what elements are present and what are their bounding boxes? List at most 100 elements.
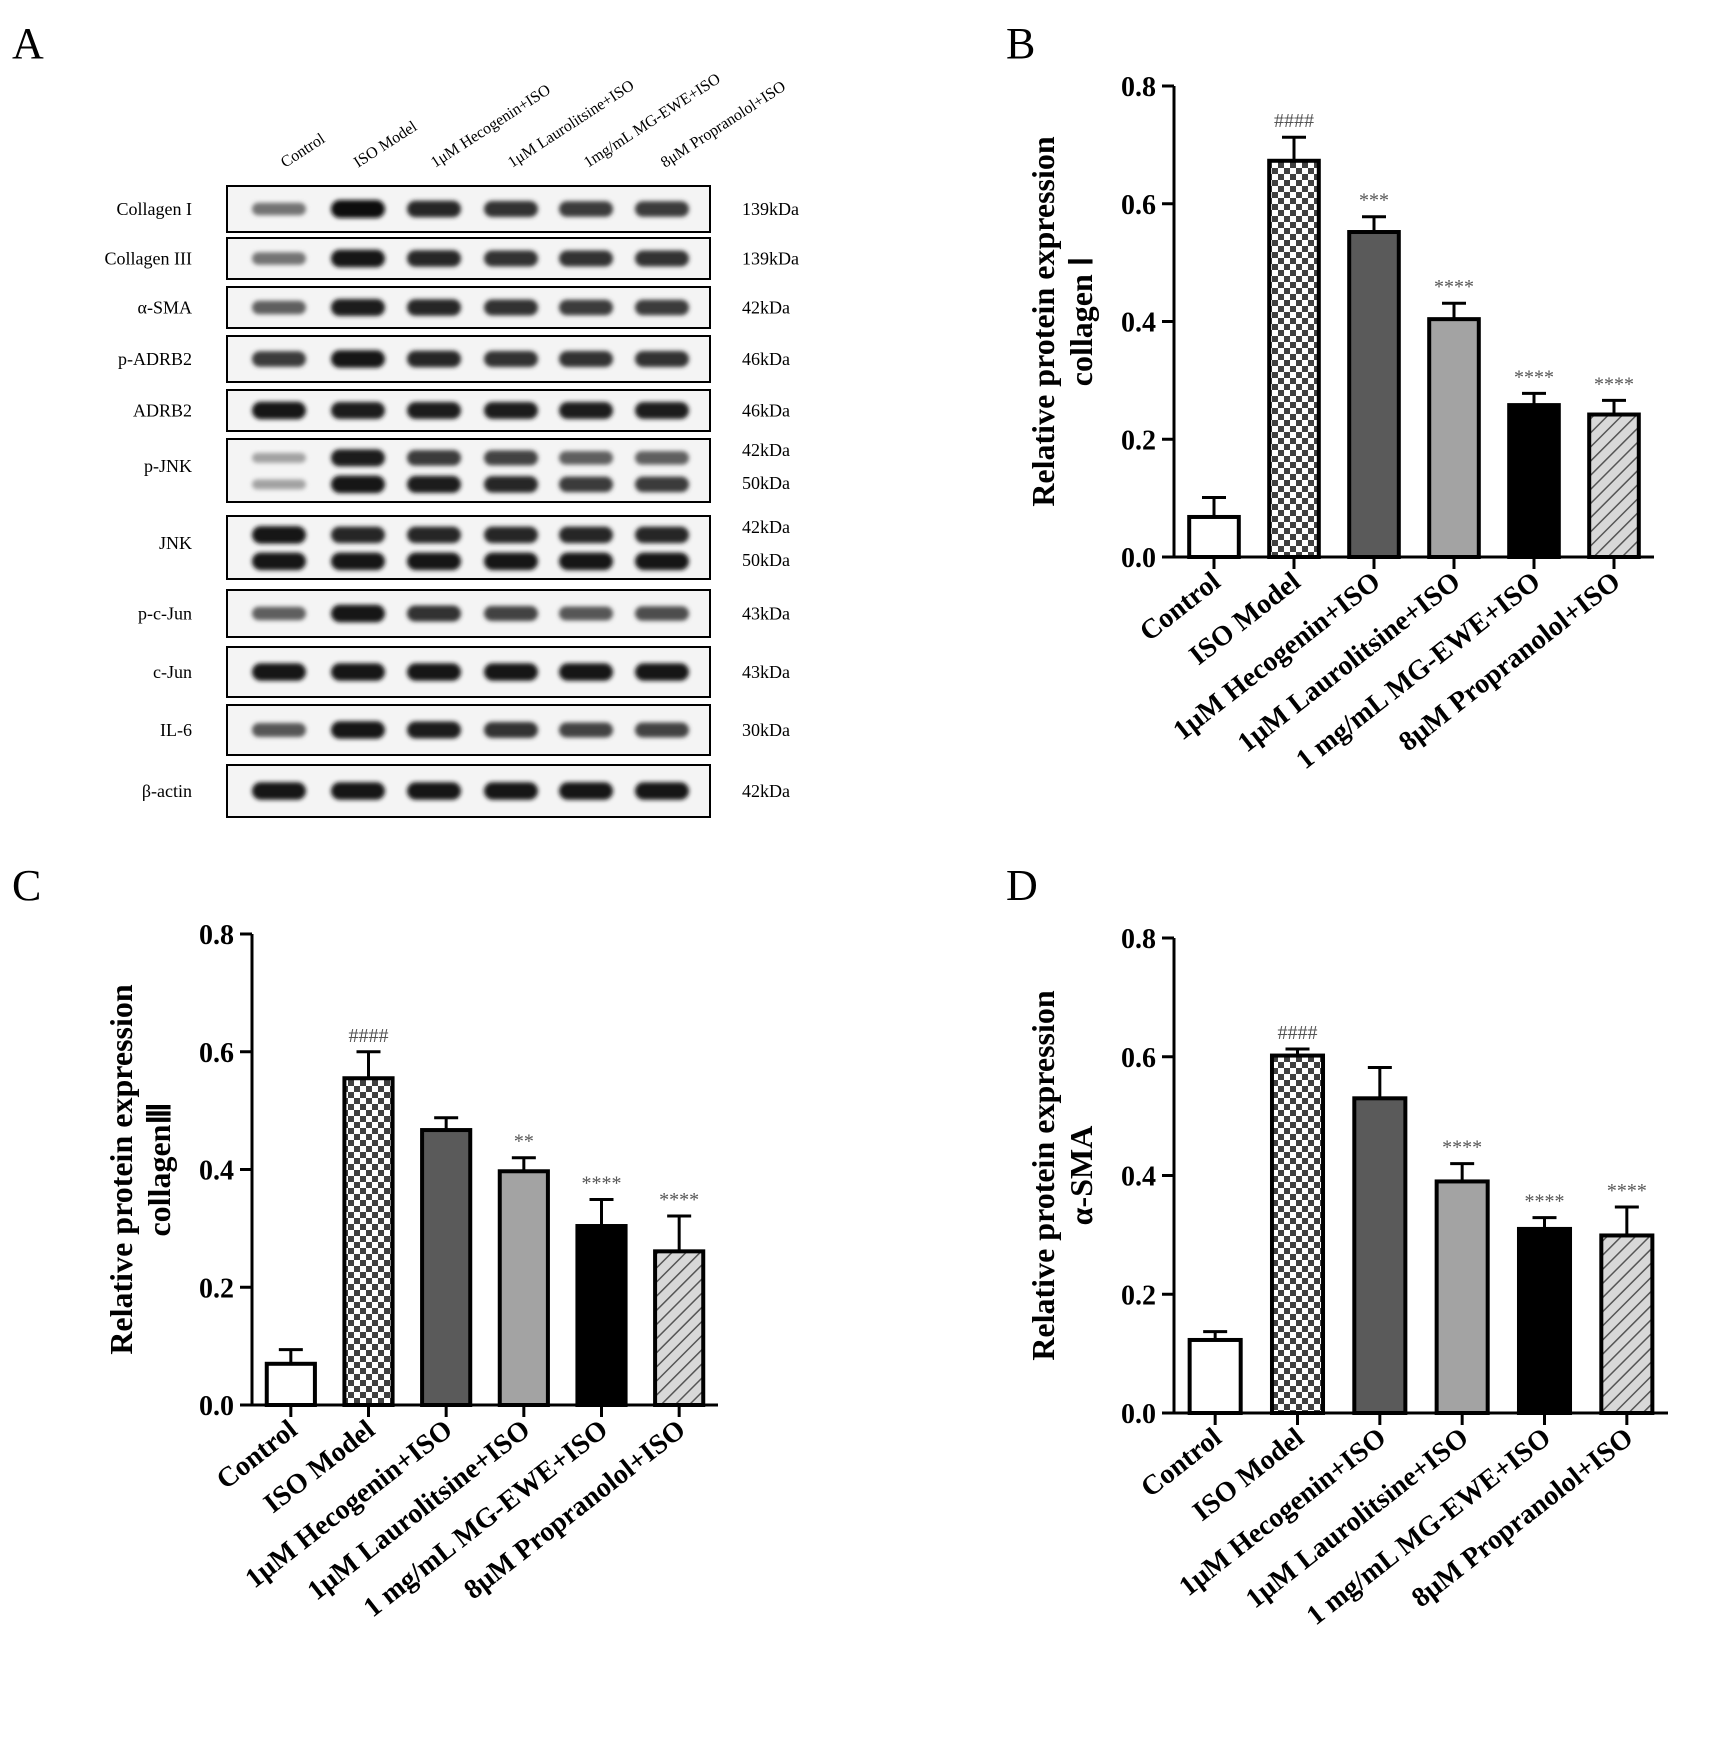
blot-band xyxy=(559,722,613,738)
y-tick-label: 0.4 xyxy=(199,1156,234,1187)
blot-box xyxy=(226,589,711,638)
bar xyxy=(1599,1233,1655,1415)
blot-band xyxy=(559,299,613,316)
blot-band xyxy=(407,663,461,681)
significance-label: **** xyxy=(1525,1191,1565,1213)
bar xyxy=(1434,1179,1490,1415)
blot-band xyxy=(407,250,461,267)
significance-label: #### xyxy=(1274,110,1314,132)
blot-band xyxy=(331,449,385,467)
blot-band xyxy=(559,402,613,419)
blot-band xyxy=(252,723,306,737)
blot-band xyxy=(407,605,461,622)
blot-band xyxy=(331,526,385,544)
blot-band xyxy=(331,721,385,739)
blot-kda-label: 42kDa xyxy=(742,781,790,801)
blot-band xyxy=(559,606,613,621)
blot-band xyxy=(559,663,613,681)
y-tick-label: 0.4 xyxy=(1121,1162,1156,1193)
blot-band xyxy=(635,250,689,267)
y-axis-label-protein: collagen Ⅰ xyxy=(1063,257,1099,386)
blot-band xyxy=(484,663,538,681)
blot-band xyxy=(331,663,385,681)
significance-label: **** xyxy=(1594,373,1634,395)
y-axis-label: Relative protein expression xyxy=(103,984,139,1355)
blot-row-label: α-SMA xyxy=(138,298,192,318)
blot-box xyxy=(226,515,711,580)
bar xyxy=(1587,412,1641,559)
significance-label: **** xyxy=(1514,366,1554,388)
blot-band xyxy=(559,476,613,493)
significance-label: **** xyxy=(1442,1137,1482,1159)
blot-band xyxy=(484,476,538,493)
blot-band xyxy=(635,201,689,217)
blot-kda-label: 46kDa xyxy=(742,401,790,421)
blot-band xyxy=(407,782,461,800)
blot-band xyxy=(252,252,306,265)
blot-band xyxy=(559,201,613,217)
blot-band xyxy=(331,402,385,419)
blot-band xyxy=(331,475,385,494)
blot-band xyxy=(252,401,306,420)
lane-header: 1μM Laurolitsine+ISO xyxy=(505,77,637,171)
bar xyxy=(1516,1226,1573,1415)
significance-label: **** xyxy=(1434,276,1474,298)
blot-band xyxy=(635,526,689,544)
blot-band xyxy=(252,526,306,544)
y-tick-label: 0.8 xyxy=(1121,924,1156,955)
blot-box xyxy=(226,646,711,698)
y-tick-label: 0.0 xyxy=(1121,1399,1156,1430)
significance-label: **** xyxy=(1607,1180,1647,1202)
blot-kda-label: 42kDa xyxy=(742,517,790,537)
bar xyxy=(1187,1337,1243,1415)
y-tick-label: 0.8 xyxy=(199,920,234,951)
blot-row-label: p-c-Jun xyxy=(138,604,192,624)
bar xyxy=(575,1224,628,1408)
significance-label: #### xyxy=(349,1025,389,1047)
blot-band xyxy=(484,351,538,367)
blot-band xyxy=(484,552,538,571)
blot-band xyxy=(635,402,689,419)
blot-band xyxy=(252,663,306,681)
bar xyxy=(1269,1053,1326,1415)
y-tick-label: 0.2 xyxy=(1121,425,1156,456)
panel-letter-b: B xyxy=(1006,19,1035,68)
significance-label: *** xyxy=(1359,190,1389,212)
blot-band xyxy=(559,552,613,571)
y-tick-label: 0.2 xyxy=(1121,1280,1156,1311)
blot-kda-label: 42kDa xyxy=(742,298,790,318)
blot-band xyxy=(407,475,461,493)
blot-band xyxy=(331,552,385,571)
lane-header: Control xyxy=(278,130,329,171)
blot-box xyxy=(226,335,711,383)
blot-band xyxy=(484,402,538,419)
blot-row-label: β-actin xyxy=(142,781,192,801)
blot-box xyxy=(226,704,711,756)
bar xyxy=(1352,1096,1408,1415)
blot-band xyxy=(484,606,538,621)
blot-band xyxy=(635,552,689,571)
blot-band xyxy=(635,476,689,493)
y-tick-label: 0.2 xyxy=(199,1273,234,1304)
bar xyxy=(1507,403,1561,560)
blot-row-label: p-JNK xyxy=(144,456,192,476)
blot-band xyxy=(484,526,538,544)
blot-band xyxy=(484,450,538,466)
y-axis-label: Relative protein expression xyxy=(1025,990,1061,1361)
blot-band xyxy=(252,351,306,367)
lane-header: ISO Model xyxy=(351,118,421,172)
bar xyxy=(264,1361,317,1407)
significance-label: #### xyxy=(1278,1022,1318,1044)
blot-band xyxy=(635,663,689,681)
bar xyxy=(653,1249,706,1408)
y-axis-label-protein: collagenⅢ xyxy=(141,1102,177,1236)
bar-chart-collagen-iii: 0.0 0.2 0.4 0.6 0.8 Relative protein expressi… xyxy=(103,920,718,1624)
blot-kda-label: 42kDa xyxy=(742,440,790,460)
blot-kda-label: 139kDa xyxy=(742,199,799,219)
bar-chart-alpha-sma: 0.0 0.2 0.4 0.6 0.8 Relative protein expressi… xyxy=(1025,924,1668,1632)
blot-band xyxy=(407,299,461,316)
blot-band xyxy=(407,552,461,571)
bar xyxy=(1267,158,1321,560)
blot-box xyxy=(226,389,711,432)
